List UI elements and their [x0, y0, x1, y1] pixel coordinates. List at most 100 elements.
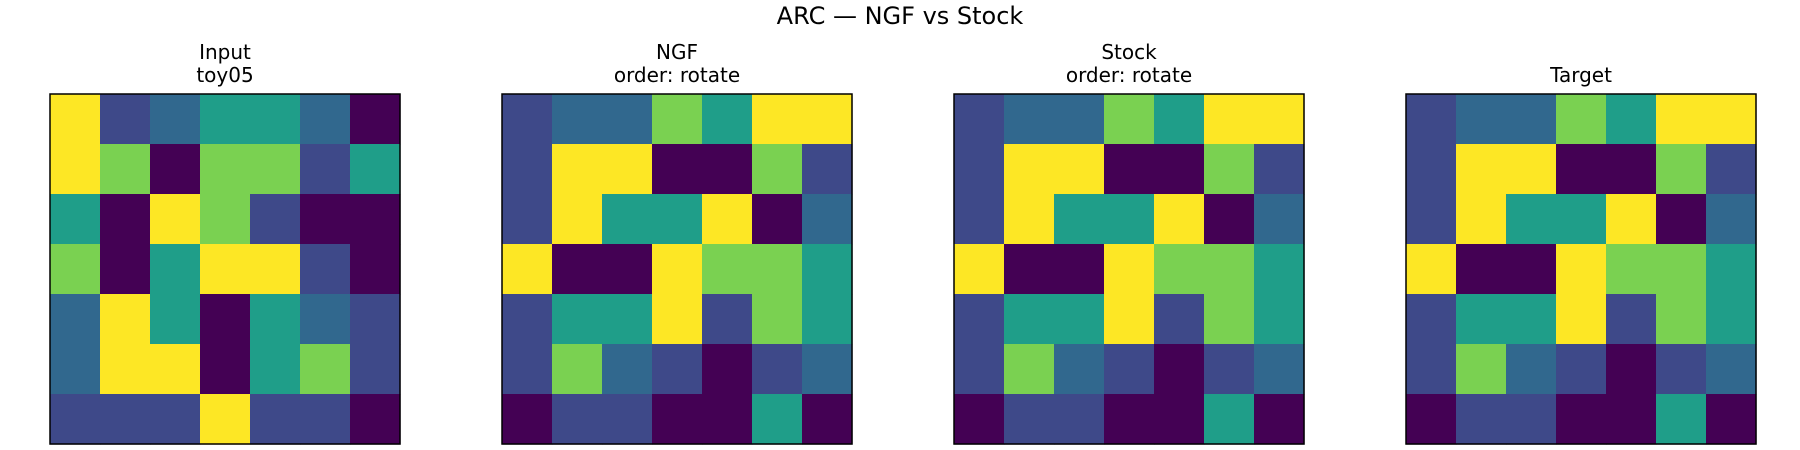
figure-title: ARC — NGF vs Stock	[777, 2, 1024, 30]
grid-cell	[1004, 194, 1055, 245]
grid-cell	[1456, 144, 1507, 195]
grid-cell	[602, 144, 653, 195]
grid-cell	[350, 144, 401, 195]
grid-cell	[100, 144, 151, 195]
grid-cell	[1254, 244, 1305, 295]
grid-cell	[1054, 244, 1105, 295]
grid-cell	[1606, 244, 1657, 295]
grid-cell	[652, 194, 703, 245]
grid-cell	[1556, 194, 1607, 245]
grid-cell	[1706, 344, 1757, 395]
grid-cell	[1406, 394, 1457, 445]
grid-cell	[954, 194, 1005, 245]
panel-frame	[953, 93, 1305, 445]
grid-cell	[1456, 344, 1507, 395]
grid-cell	[702, 394, 753, 445]
grid-cell	[652, 94, 703, 145]
grid-cell	[250, 94, 301, 145]
grid-cell	[502, 194, 553, 245]
grid-cell	[1104, 394, 1155, 445]
grid-cell	[1606, 394, 1657, 445]
grid-cell	[250, 344, 301, 395]
grid-cell	[250, 144, 301, 195]
grid-cell	[954, 144, 1005, 195]
panel-subtitle: toy05	[196, 63, 253, 87]
grid-cell	[702, 294, 753, 345]
grid-cell	[300, 144, 351, 195]
grid-cell	[1004, 94, 1055, 145]
grid-cell	[702, 94, 753, 145]
grid-cell	[1456, 394, 1507, 445]
grid-cell	[1456, 294, 1507, 345]
grid-cell	[1154, 144, 1205, 195]
grid-cell	[1104, 244, 1155, 295]
grid-cell	[1204, 344, 1255, 395]
grid-cell	[602, 94, 653, 145]
grid-cell	[552, 344, 603, 395]
grid-cell	[350, 244, 401, 295]
grid-cell	[954, 244, 1005, 295]
grid-cell	[954, 394, 1005, 445]
grid-cell	[652, 344, 703, 395]
grid-cell	[150, 244, 201, 295]
grid-cell	[100, 244, 151, 295]
grid-cell	[1556, 244, 1607, 295]
grid-cell	[200, 94, 251, 145]
grid-cell	[752, 144, 803, 195]
grid-cell	[200, 244, 251, 295]
grid-cell	[250, 244, 301, 295]
grid-cell	[752, 244, 803, 295]
grid-cell	[802, 294, 853, 345]
grid-cell	[1004, 294, 1055, 345]
grid-cell	[300, 394, 351, 445]
grid-cell	[652, 144, 703, 195]
grid-cell	[702, 144, 753, 195]
grid-cell	[1506, 94, 1557, 145]
panel-title: Stock	[1101, 40, 1157, 64]
grid-cell	[552, 194, 603, 245]
grid-cell	[50, 244, 101, 295]
grid-cell	[1104, 294, 1155, 345]
grid-cell	[802, 244, 853, 295]
grid-cell	[250, 294, 301, 345]
grid-cell	[1506, 294, 1557, 345]
grid-cell	[1004, 144, 1055, 195]
grid-cell	[802, 144, 853, 195]
grid-cell	[350, 344, 401, 395]
grid-cell	[752, 94, 803, 145]
grid-cell	[50, 194, 101, 245]
panel-subtitle: order: rotate	[1066, 63, 1192, 87]
grid-cell	[1706, 294, 1757, 345]
grid-cell	[552, 394, 603, 445]
grid-cell	[502, 244, 553, 295]
grid-cell	[200, 344, 251, 395]
grid-cell	[1054, 194, 1105, 245]
grid-cell	[602, 344, 653, 395]
grid-cell	[1606, 94, 1657, 145]
grid-cell	[200, 294, 251, 345]
grid-cell	[1556, 394, 1607, 445]
grid-cell	[300, 94, 351, 145]
grid-cell	[502, 394, 553, 445]
grid-cell	[150, 294, 201, 345]
grid-cell	[1506, 194, 1557, 245]
grid-cell	[1154, 294, 1205, 345]
grid-cell	[250, 194, 301, 245]
grid-cell	[1456, 94, 1507, 145]
grid-cell	[1406, 344, 1457, 395]
grid-cell	[1656, 144, 1707, 195]
grid-cell	[100, 394, 151, 445]
panel-title: Target	[1549, 63, 1612, 87]
grid-cell	[502, 294, 553, 345]
grid-cell	[1254, 394, 1305, 445]
grid-cell	[150, 344, 201, 395]
grid-cell	[1054, 94, 1105, 145]
grid-cell	[1154, 194, 1205, 245]
grid-cell	[1054, 344, 1105, 395]
grid-cell	[1154, 244, 1205, 295]
grid-cell	[250, 394, 301, 445]
